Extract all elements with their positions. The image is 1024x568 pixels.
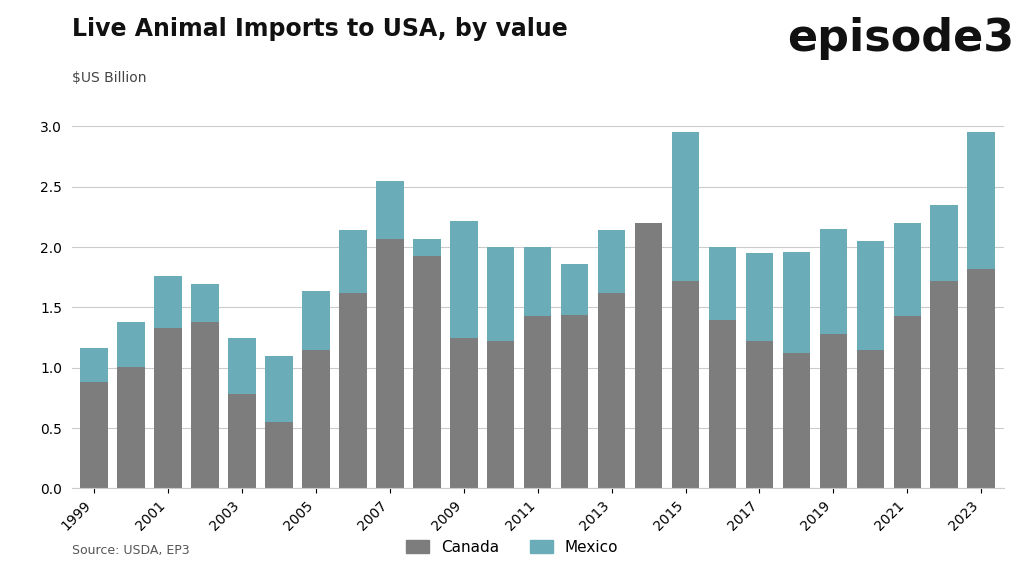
- Legend: Canada, Mexico: Canada, Mexico: [406, 540, 618, 555]
- Bar: [598, 230, 626, 293]
- Bar: [968, 269, 995, 488]
- Bar: [376, 181, 403, 239]
- Bar: [154, 328, 181, 488]
- Bar: [894, 223, 922, 316]
- Bar: [856, 350, 885, 488]
- Bar: [561, 315, 589, 488]
- Bar: [745, 341, 773, 488]
- Bar: [672, 132, 699, 281]
- Bar: [190, 285, 219, 322]
- Bar: [782, 252, 810, 353]
- Bar: [894, 316, 922, 488]
- Bar: [709, 319, 736, 488]
- Bar: [80, 348, 108, 382]
- Bar: [265, 356, 293, 422]
- Text: episode3: episode3: [786, 17, 1014, 60]
- Bar: [931, 281, 958, 488]
- Text: $US Billion: $US Billion: [72, 71, 146, 85]
- Bar: [339, 230, 367, 293]
- Bar: [339, 293, 367, 488]
- Bar: [745, 253, 773, 341]
- Bar: [80, 382, 108, 488]
- Bar: [302, 290, 330, 350]
- Bar: [265, 422, 293, 488]
- Bar: [117, 322, 144, 366]
- Bar: [598, 293, 626, 488]
- Bar: [968, 132, 995, 269]
- Bar: [486, 247, 514, 341]
- Bar: [413, 239, 440, 256]
- Bar: [819, 229, 847, 334]
- Bar: [856, 241, 885, 350]
- Bar: [523, 247, 552, 316]
- Bar: [819, 334, 847, 488]
- Bar: [672, 281, 699, 488]
- Bar: [486, 341, 514, 488]
- Bar: [190, 322, 219, 488]
- Bar: [782, 353, 810, 488]
- Bar: [450, 337, 477, 488]
- Bar: [931, 205, 958, 281]
- Text: Live Animal Imports to USA, by value: Live Animal Imports to USA, by value: [72, 17, 567, 41]
- Bar: [228, 394, 256, 488]
- Bar: [561, 264, 589, 315]
- Bar: [228, 337, 256, 394]
- Bar: [523, 316, 552, 488]
- Bar: [709, 247, 736, 319]
- Bar: [302, 350, 330, 488]
- Bar: [117, 366, 144, 488]
- Bar: [413, 256, 440, 488]
- Bar: [635, 223, 663, 488]
- Bar: [376, 239, 403, 488]
- Text: Source: USDA, EP3: Source: USDA, EP3: [72, 544, 189, 557]
- Bar: [154, 276, 181, 328]
- Bar: [450, 220, 477, 337]
